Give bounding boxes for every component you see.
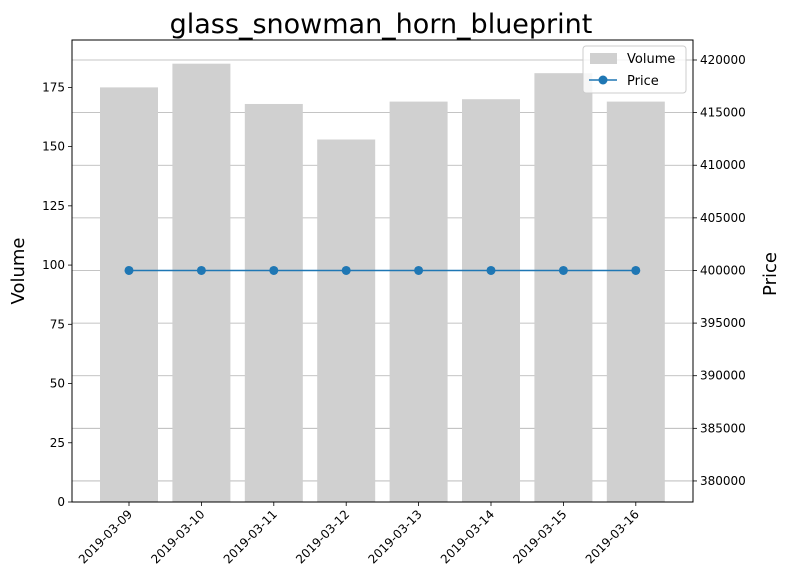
left-tick-label: 125 <box>42 199 65 213</box>
left-tick-label: 75 <box>50 317 65 331</box>
price-point <box>414 265 424 275</box>
x-tick-label: 2019-03-10 <box>148 507 207 566</box>
price-point <box>558 265 568 275</box>
right-axis-title: Price <box>760 252 781 296</box>
right-tick-label: 380000 <box>700 474 746 488</box>
price-point <box>631 265 641 275</box>
x-tick-label: 2019-03-11 <box>221 507 280 566</box>
x-tick-label: 2019-03-13 <box>366 507 425 566</box>
volume-bar <box>100 87 158 502</box>
left-tick-label: 175 <box>42 80 65 94</box>
right-tick-label: 415000 <box>700 106 746 120</box>
legend-swatch-volume <box>590 53 617 64</box>
left-tick-label: 50 <box>50 377 65 391</box>
right-tick-label: 420000 <box>700 53 746 67</box>
price-point <box>269 265 279 275</box>
legend-label-price: Price <box>627 74 659 89</box>
volume-bar <box>606 101 665 502</box>
legend-swatch-price-marker <box>598 75 608 85</box>
price-point <box>486 265 496 275</box>
right-tick-label: 400000 <box>700 263 746 277</box>
right-tick-label: 395000 <box>700 316 746 330</box>
x-tick-label: 2019-03-15 <box>510 507 569 566</box>
left-tick-label: 150 <box>42 140 65 154</box>
right-tick-label: 385000 <box>700 421 746 435</box>
volume-bars <box>100 63 665 503</box>
legend: Volume Price <box>582 45 687 94</box>
volume-bar <box>172 63 231 502</box>
right-tick-label: 410000 <box>700 158 746 172</box>
volume-bar <box>389 101 448 502</box>
left-axis-title: Volume <box>8 238 29 305</box>
x-tick-label: 2019-03-12 <box>293 507 352 566</box>
price-line <box>124 265 641 275</box>
volume-bar <box>317 139 376 502</box>
price-point <box>341 265 351 275</box>
x-tick-label: 2019-03-09 <box>76 507 135 566</box>
left-axis: 0 25 50 75 100 125 150 175 <box>42 80 72 509</box>
legend-label-volume: Volume <box>627 52 675 67</box>
plot-frame <box>71 39 694 503</box>
right-tick-label: 390000 <box>700 369 746 383</box>
chart-title: glass_snowman_horn_blueprint <box>170 9 593 40</box>
price-point <box>124 265 134 275</box>
left-tick-label: 0 <box>57 495 65 509</box>
right-axis: 380000 385000 390000 395000 400000 405000 4100… <box>693 53 746 488</box>
left-tick-label: 25 <box>50 436 65 450</box>
right-tick-label: 405000 <box>700 211 746 225</box>
x-tick-label: 2019-03-14 <box>438 507 497 566</box>
volume-bar <box>244 103 303 502</box>
x-axis: 2019-03-09 2019-03-10 2019-03-11 2019-03-12… <box>76 502 642 566</box>
volume-bar <box>534 73 593 503</box>
left-tick-label: 100 <box>42 258 65 272</box>
volume-bar <box>462 99 520 502</box>
x-tick-label: 2019-03-16 <box>583 507 642 566</box>
price-point <box>196 265 206 275</box>
